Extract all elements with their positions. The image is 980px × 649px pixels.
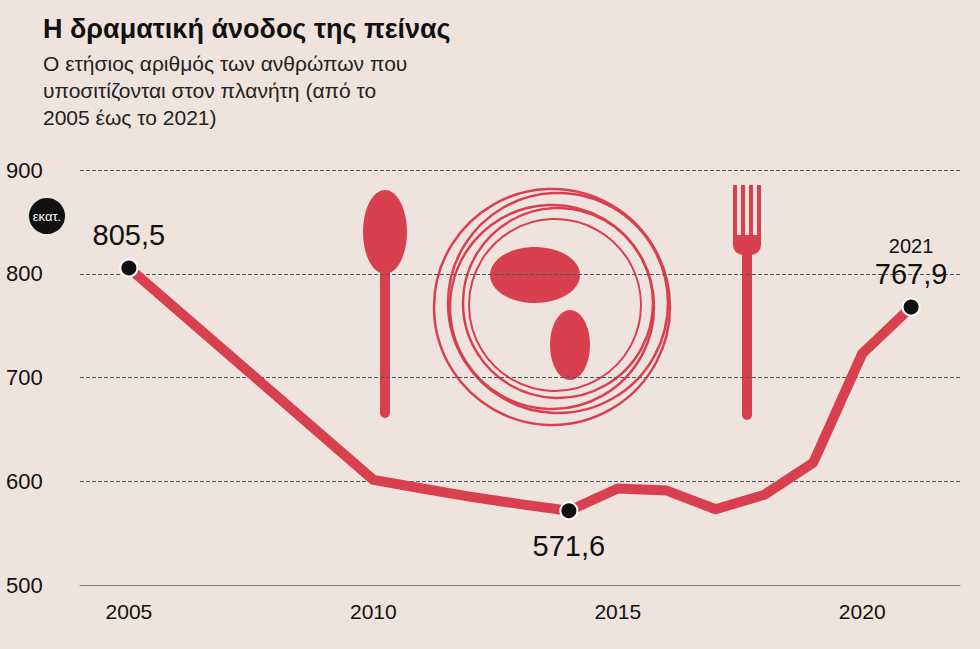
svg-text:2005: 2005 xyxy=(106,600,153,623)
svg-text:2015: 2015 xyxy=(594,600,641,623)
svg-text:800: 800 xyxy=(6,261,43,286)
svg-text:767,9: 767,9 xyxy=(875,258,948,290)
svg-text:571,6: 571,6 xyxy=(533,530,606,562)
svg-text:700: 700 xyxy=(6,365,43,390)
svg-text:εκατ.: εκατ. xyxy=(33,209,61,224)
svg-text:Ο ετήσιος αριθμός των ανθρώπων: Ο ετήσιος αριθμός των ανθρώπων που xyxy=(43,52,413,75)
svg-text:805,5: 805,5 xyxy=(93,219,166,251)
svg-text:2010: 2010 xyxy=(350,600,397,623)
svg-text:500: 500 xyxy=(6,573,43,598)
svg-text:υποσιτίζονται στον πλανήτη (απ: υποσιτίζονται στον πλανήτη (από το xyxy=(43,79,382,102)
svg-text:Η δραματική άνοδος της πείνας: Η δραματική άνοδος της πείνας xyxy=(43,14,451,44)
svg-text:900: 900 xyxy=(6,158,43,183)
svg-text:600: 600 xyxy=(6,469,43,494)
svg-text:2021: 2021 xyxy=(889,235,934,257)
svg-text:2020: 2020 xyxy=(839,600,886,623)
svg-text:2005 έως το 2021): 2005 έως το 2021) xyxy=(43,106,217,129)
